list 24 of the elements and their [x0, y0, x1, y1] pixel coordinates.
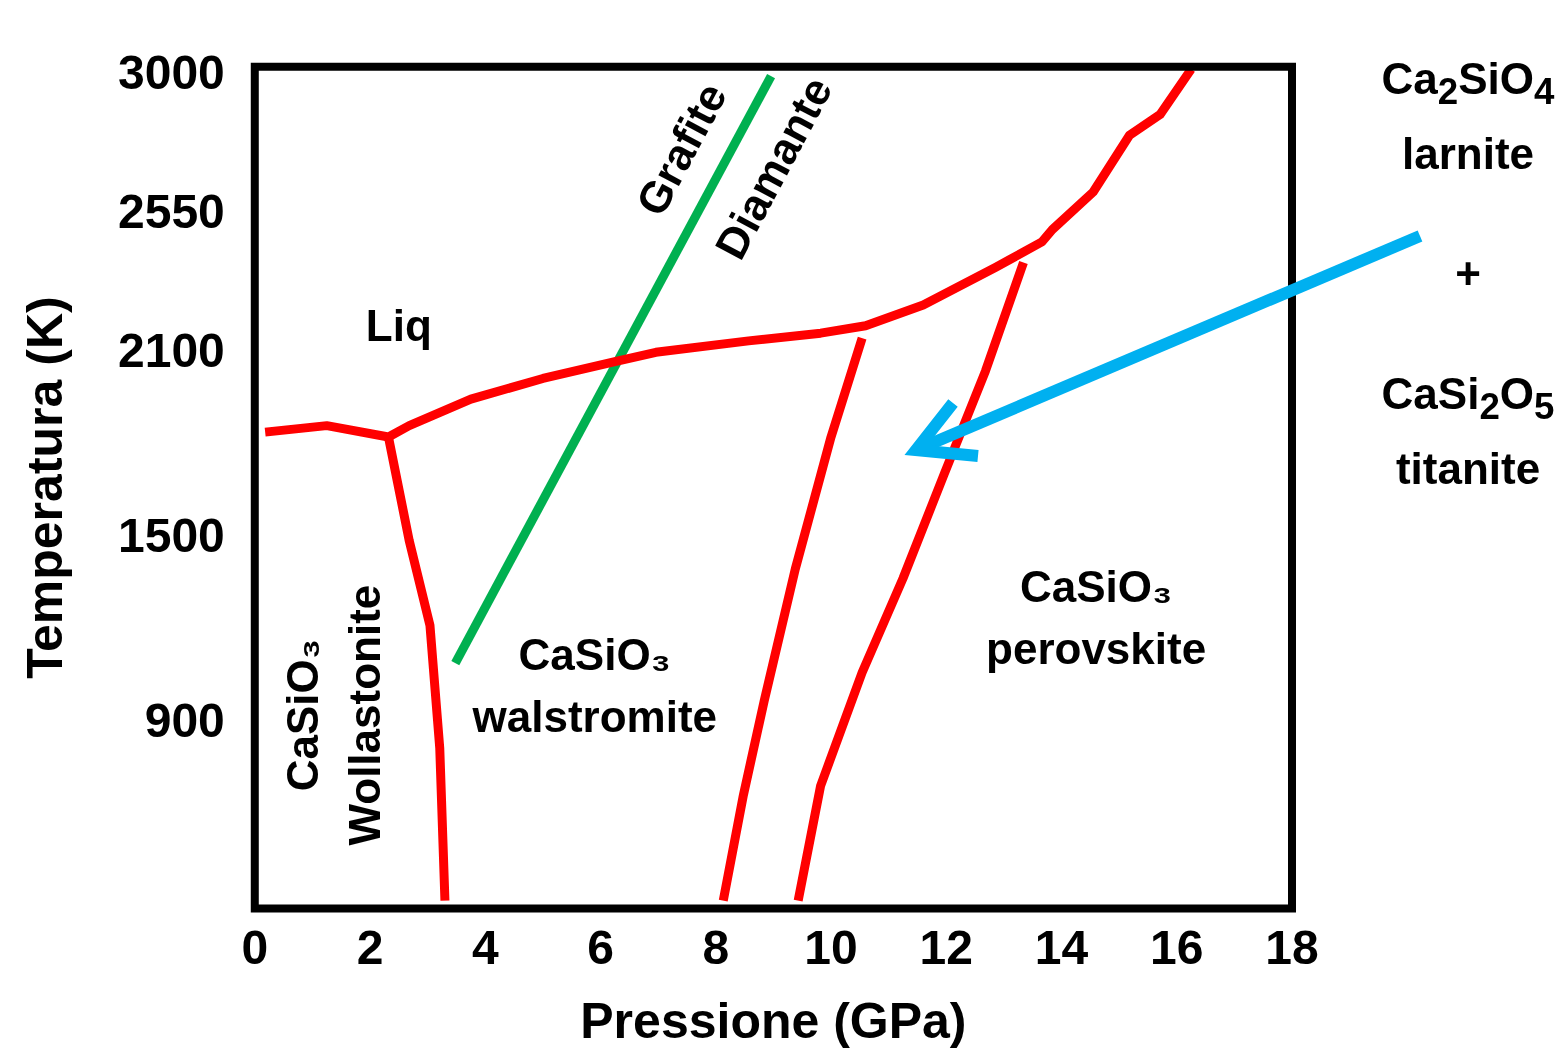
x-tick-label: 14: [1034, 921, 1089, 975]
y-tick-label: 900: [144, 693, 225, 747]
x-tick-label: 8: [702, 921, 730, 975]
x-axis-title: Pressione (GPa): [580, 992, 967, 1049]
y-tick-label: 1500: [118, 508, 225, 562]
y-axis-title: Temperatura (K): [16, 296, 73, 679]
x-tick-label: 16: [1150, 921, 1204, 975]
x-tick-label: 4: [471, 921, 499, 975]
text: +: [1454, 248, 1482, 300]
text: CaSi$_{2}$O$_{5}$ titanite: [1380, 368, 1556, 495]
y-tick-label: 3000: [118, 46, 225, 100]
annotation: Liq: [365, 300, 432, 350]
x-tick-label: 6: [587, 921, 614, 975]
x-tick-label: 10: [804, 921, 858, 975]
x-tick-label: 2: [356, 921, 384, 975]
x-tick-label: 18: [1265, 921, 1319, 975]
annotation: CaSiO₃ Wollastonite: [278, 584, 390, 846]
text: Ca$_{2}$SiO$_{4}$ larnite: [1380, 53, 1556, 180]
y-tick-label: 2100: [118, 323, 225, 377]
annotation: CaSiO₃ walstromite: [471, 629, 718, 741]
x-tick-label: 0: [241, 921, 269, 975]
y-tick-label: 2550: [118, 185, 225, 239]
x-tick-label: 12: [919, 921, 973, 975]
annotation: CaSiO₃ perovskite: [986, 561, 1207, 673]
